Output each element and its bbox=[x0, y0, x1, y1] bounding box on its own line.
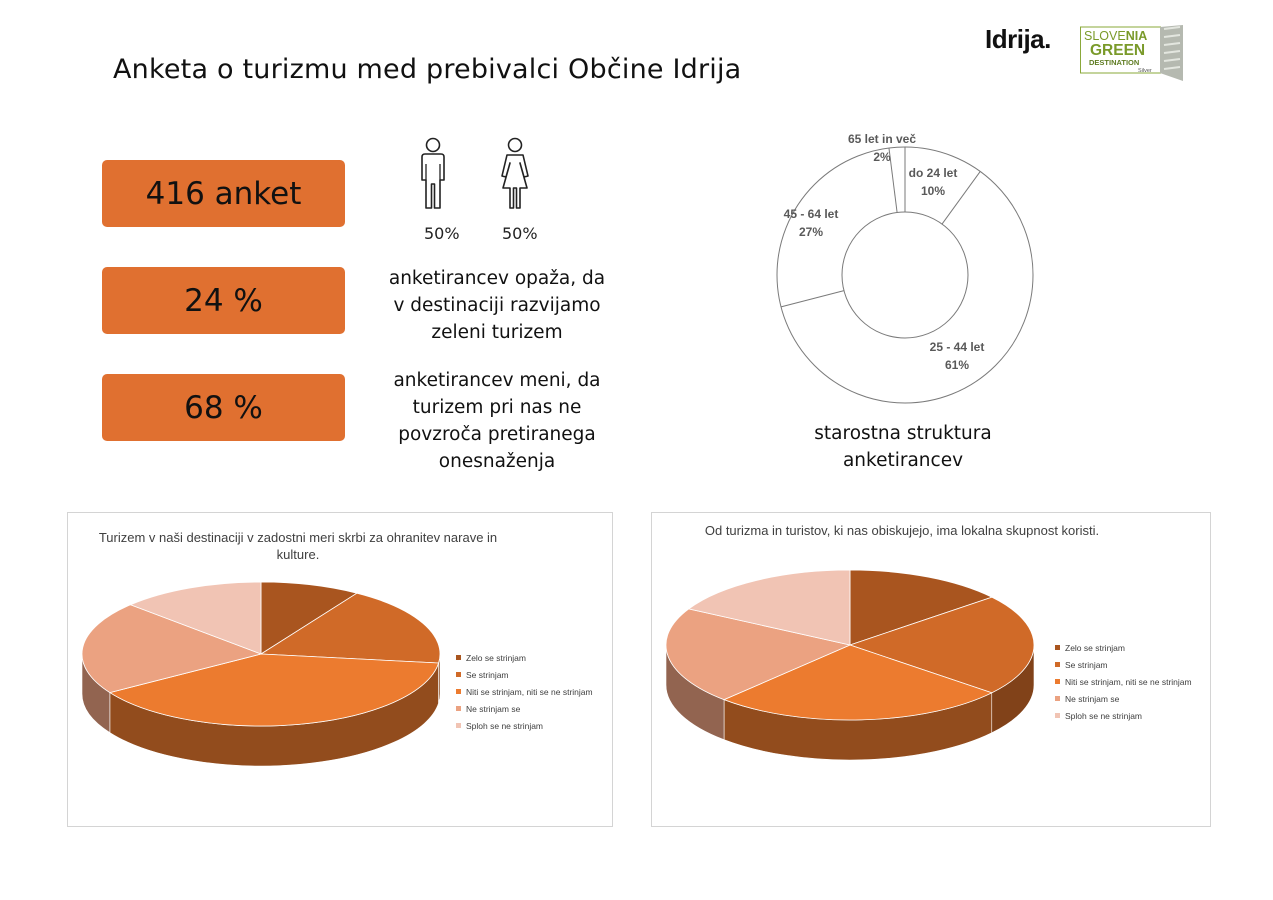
pie-slice bbox=[665, 608, 852, 701]
stat-box-green-tourism: 24 % bbox=[102, 267, 345, 334]
legend-swatch bbox=[1055, 713, 1060, 718]
donut-caption: starostna struktura anketirancev bbox=[770, 420, 1036, 474]
donut-caption-line: anketirancev bbox=[842, 450, 964, 471]
stat-box-surveys: 416 anket bbox=[102, 160, 345, 227]
donut-inner-ring bbox=[841, 211, 969, 339]
legend-item: Zelo se strinjam bbox=[1055, 639, 1192, 656]
chart-panel-nature: Turizem v naši destinaciji v zadostni me… bbox=[67, 512, 613, 827]
legend-item: Ne strinjam se bbox=[456, 700, 593, 717]
pie-slice bbox=[848, 596, 1035, 694]
description-line: onesnaženja bbox=[438, 451, 556, 472]
legend-label: Niti se strinjam, niti se ne strinjam bbox=[1065, 676, 1192, 687]
legend-nature: Zelo se strinjam Se strinjam Niti se str… bbox=[456, 649, 593, 734]
chart-title-line: kulture. bbox=[276, 547, 320, 562]
legend-item: Ne strinjam se bbox=[1055, 690, 1192, 707]
chart-title-line: Turizem v naši destinaciji v zadostni me… bbox=[98, 530, 498, 545]
legend-label: Sploh se ne strinjam bbox=[1065, 710, 1143, 721]
legend-item: Zelo se strinjam bbox=[456, 649, 593, 666]
legend-swatch bbox=[1055, 679, 1060, 684]
description-line: v destinaciji razvijamo bbox=[393, 295, 601, 316]
legend-label: Niti se strinjam, niti se ne strinjam bbox=[466, 686, 593, 697]
age-donut-chart: do 24 let 10% 25 - 44 let 61% 45 - 64 let 27%… bbox=[776, 132, 1034, 404]
legend-item: Se strinjam bbox=[456, 666, 593, 683]
legend-item: Sploh se ne strinjam bbox=[456, 717, 593, 734]
pie-slice bbox=[849, 569, 993, 646]
slovenia-green-badge: SLOVENIA GREEN DESTINATION Silver bbox=[1080, 25, 1183, 81]
male-percent: 50% bbox=[424, 224, 460, 243]
donut-slice-border bbox=[780, 290, 845, 308]
legend-label: Zelo se strinjam bbox=[1065, 642, 1125, 653]
donut-category-label: 65 let in več bbox=[848, 132, 916, 146]
chart-title-benefits: Od turizma in turistov, ki nas obiskujej… bbox=[672, 522, 1132, 539]
legend-swatch bbox=[456, 723, 461, 728]
badge-frame bbox=[1080, 26, 1161, 74]
badge-line4: Silver bbox=[1138, 68, 1152, 74]
pie-slice bbox=[260, 581, 358, 655]
donut-value-label: 27% bbox=[799, 225, 823, 239]
stat-box-pollution: 68 % bbox=[102, 374, 345, 441]
legend-swatch bbox=[1055, 662, 1060, 667]
legend-swatch bbox=[456, 672, 461, 677]
legend-item: Sploh se ne strinjam bbox=[1055, 707, 1192, 724]
description-line: anketirancev opaža, da bbox=[388, 268, 606, 289]
female-percent: 50% bbox=[502, 224, 538, 243]
donut-caption-line: starostna struktura bbox=[814, 423, 992, 444]
page-title: Anketa o turizmu med prebivalci Občine I… bbox=[113, 54, 742, 85]
badge-line2: GREEN bbox=[1090, 42, 1145, 59]
legend-item: Se strinjam bbox=[1055, 656, 1192, 673]
legend-item: Niti se strinjam, niti se ne strinjam bbox=[1055, 673, 1192, 690]
legend-label: Sploh se ne strinjam bbox=[466, 720, 544, 731]
pie-chart-benefits bbox=[665, 569, 1035, 761]
chart-title-nature: Turizem v naši destinaciji v zadostni me… bbox=[78, 529, 518, 563]
chart-title-line: Od turizma in turistov, ki nas obiskujej… bbox=[704, 523, 1100, 538]
woman-icon bbox=[501, 137, 529, 209]
pie-slice bbox=[81, 604, 263, 694]
badge-line3: DESTINATION bbox=[1089, 58, 1139, 67]
description-line: povzroča pretiranega bbox=[398, 424, 596, 445]
donut-value-label: 10% bbox=[921, 184, 945, 198]
legend-swatch bbox=[456, 689, 461, 694]
man-icon bbox=[421, 137, 445, 209]
green-tourism-description: anketirancev opaža, da v destinaciji raz… bbox=[372, 265, 622, 346]
legend-label: Se strinjam bbox=[1065, 659, 1108, 670]
donut-value-label: 2% bbox=[873, 150, 891, 164]
idrija-logo: Idrija. bbox=[985, 24, 1051, 54]
legend-swatch bbox=[1055, 645, 1060, 650]
description-line: anketirancev meni, da bbox=[393, 370, 601, 391]
legend-benefits: Zelo se strinjam Se strinjam Niti se str… bbox=[1055, 639, 1192, 724]
donut-category-label: 25 - 44 let bbox=[930, 340, 985, 354]
pie-slice bbox=[129, 581, 262, 655]
legend-label: Ne strinjam se bbox=[466, 703, 521, 714]
donut-slice-border bbox=[941, 171, 981, 225]
legend-item: Niti se strinjam, niti se ne strinjam bbox=[456, 683, 593, 700]
donut-value-label: 61% bbox=[945, 358, 969, 372]
chart-panel-benefits: Od turizma in turistov, ki nas obiskujej… bbox=[651, 512, 1211, 827]
description-line: zeleni turizem bbox=[431, 322, 563, 343]
pie-chart-nature bbox=[81, 581, 441, 767]
legend-label: Zelo se strinjam bbox=[466, 652, 526, 663]
legend-label: Ne strinjam se bbox=[1065, 693, 1120, 704]
badge-line1: SLOVENIA bbox=[1084, 29, 1147, 43]
legend-swatch bbox=[1055, 696, 1060, 701]
description-line: turizem pri nas ne bbox=[412, 397, 582, 418]
pie-slice bbox=[722, 644, 993, 721]
legend-swatch bbox=[456, 655, 461, 660]
legend-label: Se strinjam bbox=[466, 669, 509, 680]
donut-category-label: 45 - 64 let bbox=[784, 207, 839, 221]
pie-slice bbox=[259, 592, 441, 664]
pie-slice bbox=[687, 569, 851, 646]
donut-category-label: do 24 let bbox=[909, 166, 958, 180]
legend-swatch bbox=[456, 706, 461, 711]
donut-slice-border bbox=[888, 147, 898, 213]
pollution-description: anketirancev meni, da turizem pri nas ne… bbox=[372, 367, 622, 475]
